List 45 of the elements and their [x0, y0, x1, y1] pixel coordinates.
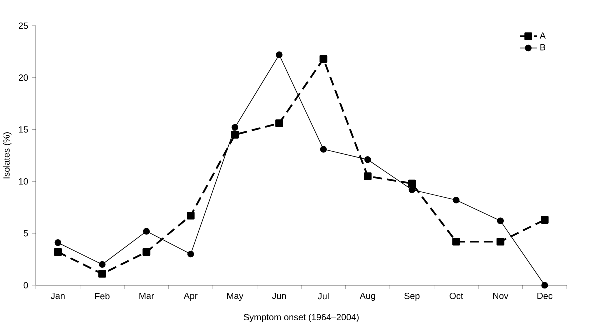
point — [276, 51, 283, 58]
point — [143, 228, 150, 235]
y-tick-label: 25 — [19, 22, 28, 29]
y-tick-label: 15 — [19, 126, 28, 133]
y-tick-label: 5 — [24, 230, 28, 237]
y-tick-label: 10 — [19, 178, 28, 185]
x-tick-label: Apr — [184, 292, 198, 301]
point — [54, 239, 62, 246]
point — [54, 248, 62, 256]
x-tick-label: Mar — [140, 292, 154, 300]
point — [364, 172, 372, 180]
point — [187, 212, 195, 220]
x-tick-label: Dec — [538, 292, 553, 300]
point — [453, 196, 460, 204]
point — [320, 55, 328, 63]
x-tick-label: Jul — [318, 292, 329, 300]
point — [142, 248, 151, 256]
point — [364, 156, 372, 164]
point — [541, 216, 549, 224]
point — [542, 282, 548, 289]
point — [99, 261, 106, 268]
legend-label: B — [540, 44, 546, 50]
point — [320, 146, 328, 153]
y-tick-label: 20 — [19, 74, 28, 81]
x-tick-label: Sep — [404, 292, 420, 301]
y-tick-label: 0 — [24, 282, 28, 288]
x-tick-label: Oct — [450, 292, 464, 300]
point — [188, 250, 194, 258]
x-tick-label: May — [227, 292, 244, 301]
point — [98, 270, 106, 278]
point — [497, 218, 504, 224]
x-tick-label: Nov — [493, 292, 509, 300]
x-tick-label: Aug — [360, 292, 376, 301]
x-tick-label: Jun — [272, 292, 286, 300]
x-tick-label: Jan — [51, 292, 65, 300]
point — [232, 124, 239, 131]
point — [452, 238, 460, 246]
x-tick-label: Feb — [95, 292, 110, 300]
point — [276, 119, 284, 128]
point — [408, 180, 416, 188]
point — [496, 238, 505, 246]
x-axis-title: Symptom onset (1964–2004) — [244, 314, 359, 322]
legend-label: A — [540, 32, 546, 39]
y-axis-title: Isolates (%) — [3, 132, 12, 178]
point — [231, 130, 240, 139]
